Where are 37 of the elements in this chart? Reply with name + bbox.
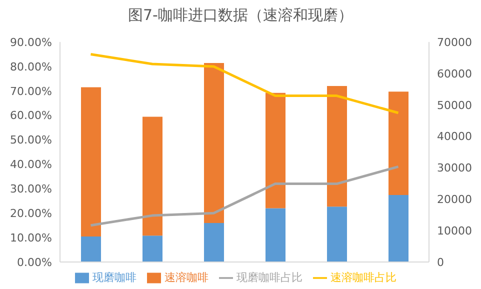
bar (388, 92, 408, 196)
bar (388, 195, 408, 262)
y2-tick-label: 10000 (437, 224, 472, 238)
bar (266, 208, 286, 262)
y2-tick-label: 30000 (437, 162, 472, 175)
y-tick-label: 90.00% (10, 36, 52, 49)
y-tick-label: 0.00% (17, 256, 52, 269)
bar (204, 63, 224, 224)
bar (142, 236, 162, 262)
legend-label: 速溶咖啡 (164, 271, 208, 284)
bar (327, 86, 347, 207)
legend-label: 现磨咖啡占比 (236, 271, 302, 284)
bar (81, 236, 101, 262)
y-tick-label: 20.00% (10, 207, 52, 220)
chart-title: 图7-咖啡进口数据（速溶和现磨） (127, 5, 354, 26)
legend-label: 速溶咖啡占比 (330, 271, 396, 284)
bar (204, 223, 224, 262)
line-series (90, 165, 400, 227)
bar (266, 92, 286, 208)
y-tick-label: 40.00% (10, 158, 52, 172)
y-tick-label: 10.00% (10, 231, 52, 244)
bar (81, 87, 101, 237)
y-tick-label: 80.00% (10, 60, 52, 74)
line-series (90, 52, 400, 114)
y2-tick-label: 40000 (437, 130, 472, 144)
y2-tick-label: 20000 (437, 193, 472, 206)
y-tick-label: 60.00% (10, 109, 52, 122)
y-tick-label: 70.00% (10, 84, 52, 98)
legend-label: 现磨咖啡 (92, 271, 136, 284)
y2-tick-label: 70000 (437, 36, 472, 49)
y2-tick-label: 50000 (437, 98, 472, 112)
y-tick-label: 30.00% (10, 182, 52, 196)
y2-tick-label: 60000 (437, 67, 472, 80)
y-tick-label: 50.00% (10, 134, 52, 147)
bar (327, 206, 347, 262)
y2-tick-label: 0 (437, 256, 444, 269)
bar (142, 116, 162, 236)
